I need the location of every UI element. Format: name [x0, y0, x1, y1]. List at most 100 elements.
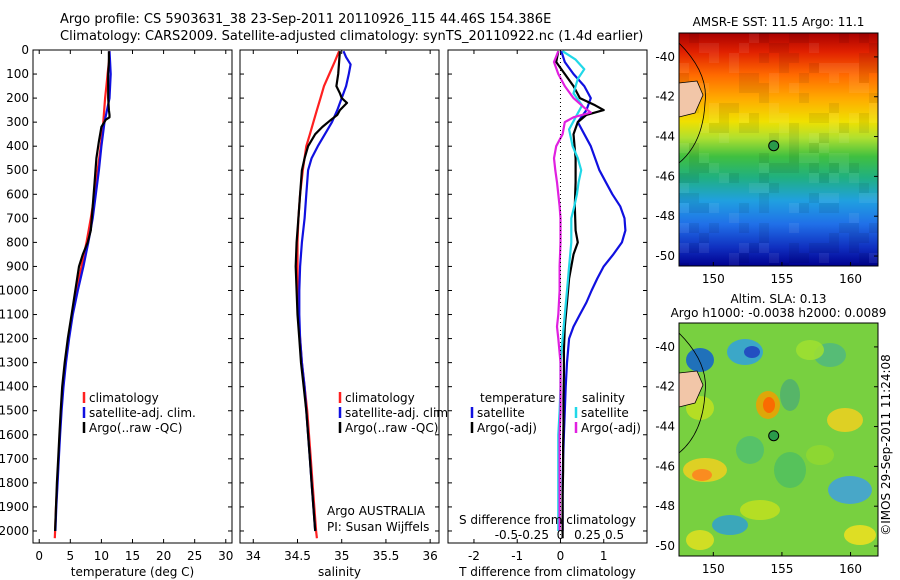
y-tick-label: 2000 [0, 524, 29, 538]
map-y-tick-label: -42 [655, 380, 675, 394]
pi-label: PI: Susan Wijffels [327, 520, 429, 534]
map-y-tick-label: -44 [655, 130, 675, 144]
legend-label: satellite [477, 406, 525, 420]
sst-cell [789, 133, 799, 143]
argo-program-label: Argo AUSTRALIA [327, 504, 426, 518]
sst-cell [849, 173, 859, 183]
sst-cell [789, 243, 799, 253]
sst-cell [869, 93, 878, 103]
sst-cell [679, 63, 689, 73]
y-tick-label: 1000 [0, 283, 29, 297]
sst-cell [829, 123, 839, 133]
sst-cell [769, 183, 779, 193]
sst-cell [689, 173, 699, 183]
sst-cell [779, 263, 789, 266]
y-tick-label: 1100 [0, 308, 29, 322]
sst-cell [869, 263, 878, 266]
legend-label: Argo(..raw -QC) [345, 421, 438, 435]
sst-cell [709, 43, 719, 53]
sst-cell [769, 113, 779, 123]
sla-anomaly [844, 525, 876, 545]
sst-cell [869, 53, 878, 63]
sst-cell [759, 243, 769, 253]
map-x-tick-label: 155 [770, 562, 793, 576]
sst-cell [759, 173, 769, 183]
sst-cell [809, 143, 819, 153]
sst-cell [859, 113, 869, 123]
map-x-tick-label: 160 [839, 272, 862, 286]
sst-cell [769, 43, 779, 53]
legend-label: Argo(..raw -QC) [89, 421, 182, 435]
amsr-e-sst-map-frame [678, 32, 879, 267]
sst-cell [779, 123, 789, 133]
legend-label: satellite-adj. clim. [89, 406, 196, 420]
x-tick-label: 34 [246, 549, 261, 563]
sst-cell [789, 153, 799, 163]
sla-anomaly [763, 397, 775, 413]
sst-cell [779, 43, 789, 53]
sst-field [679, 33, 878, 266]
sst-cell [779, 163, 789, 173]
temperature-profile-panel: 0 5 10 15 20 25 300100200300400500600700800900… [0, 43, 233, 579]
map-y-tick-label: -48 [655, 209, 675, 223]
sla-anomaly [780, 379, 800, 411]
y-tick-label: 1200 [0, 332, 29, 346]
sst-cell [689, 223, 699, 233]
sst-cell [689, 163, 699, 173]
sst-cell [789, 143, 799, 153]
sst-cell [699, 163, 709, 173]
map-subtitle: Argo h1000: -0.0038 h2000: 0.0089 [671, 306, 887, 320]
sst-cell [859, 193, 869, 203]
salinity-profile-panel: 34 34.5 35 35.5 36 salinity climatologysatelli… [239, 49, 452, 579]
x2-tick-label: -0.5 [495, 528, 518, 542]
sst-cell [709, 53, 719, 63]
y-tick-label: 1600 [0, 428, 29, 442]
amsr-e-sst-map-field [679, 33, 878, 266]
difference-profile-frame [447, 49, 648, 544]
x-tick-label: 36 [423, 549, 438, 563]
sst-cell [759, 33, 769, 43]
sst-cell [849, 213, 859, 223]
sst-cell [869, 103, 878, 113]
sst-cell [699, 243, 709, 253]
sst-cell [799, 33, 809, 43]
map-y-tick-label: -46 [655, 169, 675, 183]
sla-anomaly [740, 500, 780, 520]
sst-cell [739, 83, 749, 93]
sst-cell [829, 163, 839, 173]
sst-cell [809, 43, 819, 53]
sst-cell [849, 163, 859, 173]
sst-cell [829, 193, 839, 203]
sst-cell [789, 123, 799, 133]
sst-cell [709, 113, 719, 123]
x-tick-label: -1 [511, 549, 523, 563]
sst-cell [759, 193, 769, 203]
sst-cell [719, 103, 729, 113]
sst-cell [769, 263, 779, 266]
sst-cell [839, 33, 849, 43]
sst-cell [789, 53, 799, 63]
sst-cell [749, 73, 759, 83]
map-y-tick-label: -50 [655, 539, 675, 553]
x-tick-label: 5 [66, 549, 74, 563]
sst-cell [829, 73, 839, 83]
sst-cell [679, 193, 689, 203]
x2-tick-label: 0.25 [574, 528, 601, 542]
legend-title-temperature: temperature [480, 391, 555, 405]
sst-cell [869, 63, 878, 73]
x-tick-label: -2 [468, 549, 480, 563]
sst-cell [729, 253, 739, 263]
sst-cell [769, 83, 779, 93]
imos-credit: ©IMOS 29-Sep-2011 11:24:08 [879, 354, 893, 536]
map-title: Altim. SLA: 0.13 [730, 292, 826, 306]
sst-cell [749, 113, 759, 123]
sst-cell [859, 83, 869, 93]
sst-cell [849, 113, 859, 123]
sst-cell [849, 63, 859, 73]
y-tick-label: 600 [6, 187, 29, 201]
y-tick-label: 1700 [0, 452, 29, 466]
sst-cell [839, 63, 849, 73]
sst-cell [829, 233, 839, 243]
y-tick-label: 200 [6, 91, 29, 105]
series-line-argo-raw-qc- [294, 51, 349, 532]
